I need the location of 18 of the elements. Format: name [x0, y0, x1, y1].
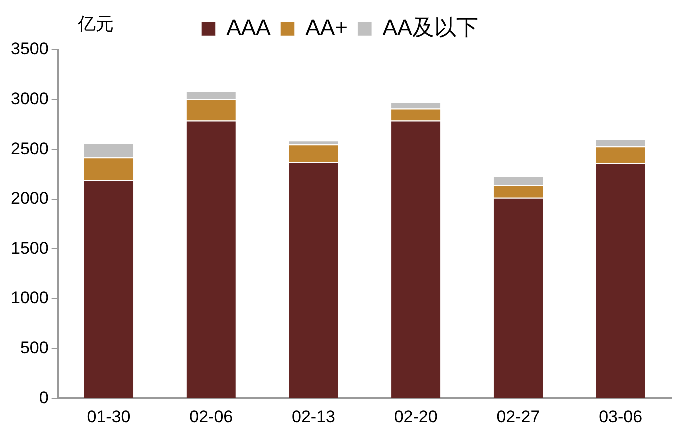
y-tick-label: 1500 — [10, 238, 49, 258]
x-tick-label: 02-27 — [496, 407, 540, 426]
legend-label: AA及以下 — [382, 15, 478, 40]
x-tick-label: 02-20 — [394, 407, 438, 426]
y-tick-label: 3500 — [10, 40, 49, 59]
x-tick-label: 03-06 — [599, 407, 643, 426]
x-tick-label: 02-06 — [190, 407, 234, 426]
legend-label: AAA — [226, 15, 272, 40]
x-tick-label: 02-13 — [292, 407, 336, 426]
y-tick-label: 2000 — [10, 189, 49, 208]
y-tick-label: 3000 — [10, 89, 49, 108]
legend-label: AA+ — [306, 15, 348, 40]
y-tick-label: 2500 — [10, 139, 49, 158]
y-axis-title: 亿元 — [76, 14, 114, 34]
y-tick-label: 500 — [20, 338, 49, 358]
y-tick-label: 0 — [39, 388, 49, 408]
y-tick-label: 1000 — [10, 288, 49, 308]
x-tick-label: 01-30 — [87, 407, 131, 426]
